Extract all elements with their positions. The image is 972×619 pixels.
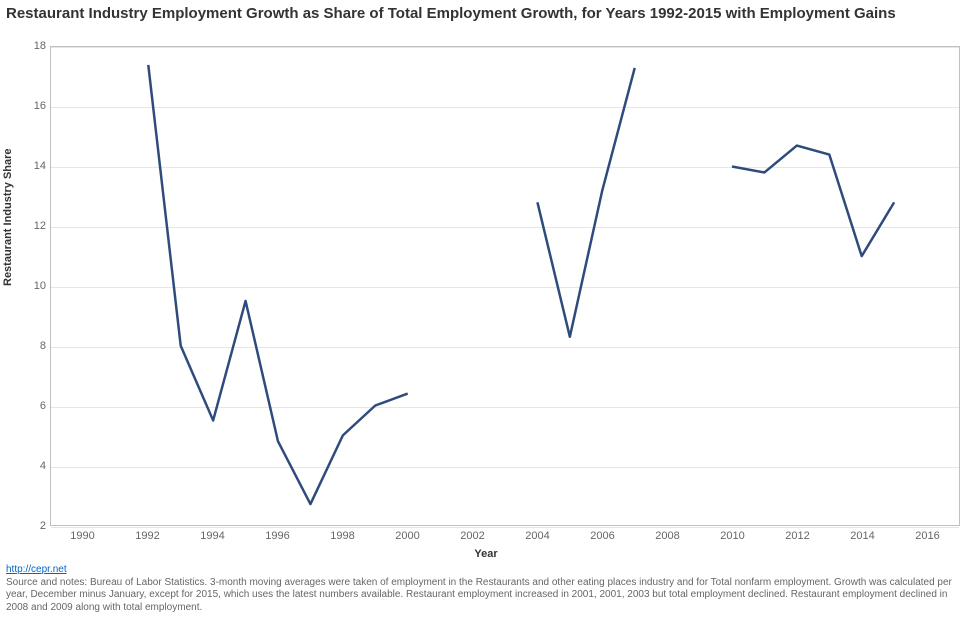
line-series	[51, 47, 959, 525]
y-tick-label: 8	[6, 340, 46, 352]
y-tick-label: 16	[6, 100, 46, 112]
x-tick-label: 1996	[265, 530, 289, 542]
y-tick-label: 14	[6, 160, 46, 172]
x-tick-label: 2006	[590, 530, 614, 542]
data-line-segment	[537, 68, 634, 337]
y-tick-label: 2	[6, 520, 46, 532]
x-tick-label: 2004	[525, 530, 549, 542]
x-tick-label: 2000	[395, 530, 419, 542]
data-line-segment	[148, 65, 407, 504]
x-tick-label: 2002	[460, 530, 484, 542]
chart-title: Restaurant Industry Employment Growth as…	[6, 4, 966, 24]
footer-notes: http://cepr.net Source and notes: Bureau…	[6, 564, 966, 614]
source-link[interactable]: http://cepr.net	[6, 564, 67, 575]
y-tick-label: 12	[6, 220, 46, 232]
chart-container: Restaurant Industry Employment Growth as…	[0, 0, 972, 619]
x-tick-label: 2010	[720, 530, 744, 542]
x-tick-label: 1990	[70, 530, 94, 542]
x-tick-label: 2012	[785, 530, 809, 542]
x-tick-label: 1998	[330, 530, 354, 542]
y-tick-label: 10	[6, 280, 46, 292]
y-tick-label: 18	[6, 40, 46, 52]
plot-area	[50, 46, 960, 526]
x-axis-label: Year	[0, 548, 972, 560]
notes-text: Source and notes: Bureau of Labor Statis…	[6, 577, 952, 613]
gridline	[51, 527, 959, 528]
x-tick-label: 2016	[915, 530, 939, 542]
x-tick-label: 2014	[850, 530, 874, 542]
y-tick-label: 4	[6, 460, 46, 472]
x-tick-label: 1994	[200, 530, 224, 542]
x-tick-label: 1992	[135, 530, 159, 542]
y-tick-label: 6	[6, 400, 46, 412]
data-line-segment	[732, 146, 894, 257]
x-tick-label: 2008	[655, 530, 679, 542]
